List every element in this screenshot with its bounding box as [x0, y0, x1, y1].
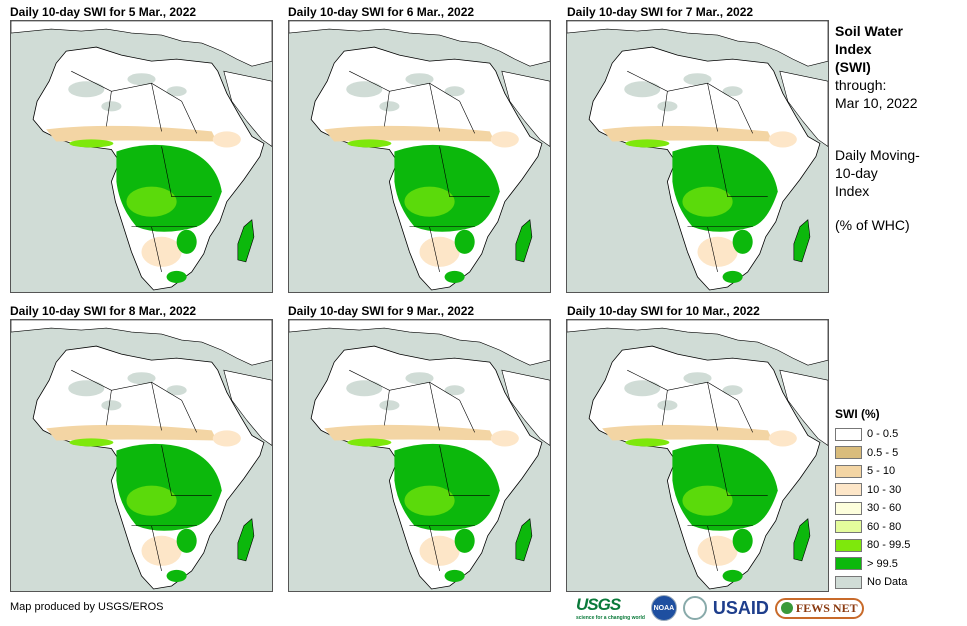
legend-label: 0 - 0.5	[867, 428, 899, 441]
legend-item: 80 - 99.5	[835, 536, 910, 555]
legend-swatch	[835, 501, 862, 515]
desc-3: Index	[835, 183, 870, 199]
side-title-3: (SWI)	[835, 59, 871, 75]
usaid-seal-icon	[682, 596, 707, 620]
legend-swatch	[835, 520, 862, 534]
legend-label: 5 - 10	[867, 465, 896, 478]
panel-title: Daily 10-day SWI for 8 Mar., 2022	[10, 304, 197, 318]
legend-swatch	[835, 446, 862, 460]
desc-1: Daily Moving-	[835, 147, 920, 163]
desc-2: 10-day	[835, 165, 878, 181]
legend-label: 10 - 30	[867, 483, 902, 496]
map-panel-mar-10	[566, 319, 829, 592]
legend-swatch	[835, 427, 862, 441]
legend-label: > 99.5	[867, 557, 898, 570]
credit-text: Map produced by USGS/EROS	[10, 601, 164, 613]
panel-title: Daily 10-day SWI for 7 Mar., 2022	[567, 5, 754, 19]
noaa-logo: NOAA	[650, 595, 677, 621]
legend-label: 60 - 80	[867, 520, 902, 533]
legend-label: 30 - 60	[867, 502, 902, 515]
side-title-2: Index	[835, 41, 872, 57]
legend: SWI (%) 0 - 0.5 0.5 - 5 5 - 10 10 - 30 30 - …	[835, 407, 910, 592]
map-panel-mar-9	[288, 319, 551, 592]
panel-title: Daily 10-day SWI for 9 Mar., 2022	[288, 304, 475, 318]
legend-item: 5 - 10	[835, 462, 910, 481]
through-date: Mar 10, 2022	[835, 95, 918, 111]
africa-map	[567, 320, 828, 590]
legend-swatch	[835, 483, 862, 497]
partner-logos: USGS science for a changing world NOAA U…	[576, 595, 864, 621]
map-description: Soil Water Index (SWI) through: Mar 10, …	[835, 22, 920, 234]
africa-map	[567, 21, 828, 291]
usgs-logo: USGS science for a changing world	[576, 595, 645, 621]
map-panel-mar-8	[10, 319, 273, 592]
africa-map	[289, 21, 550, 291]
legend-swatch	[835, 538, 862, 552]
legend-item: > 99.5	[835, 555, 910, 574]
legend-item: 0 - 0.5	[835, 425, 910, 444]
legend-title: SWI (%)	[835, 407, 880, 421]
legend-item: 30 - 60	[835, 499, 910, 518]
side-title-1: Soil Water	[835, 23, 903, 39]
legend-item: 60 - 80	[835, 518, 910, 537]
africa-map	[11, 21, 272, 291]
unit-label: (% of WHC)	[835, 217, 910, 233]
usaid-logo: USAID	[712, 597, 769, 618]
africa-map	[289, 320, 550, 590]
panel-title: Daily 10-day SWI for 6 Mar., 2022	[288, 5, 475, 19]
legend-label: 0.5 - 5	[867, 446, 899, 459]
panel-title: Daily 10-day SWI for 5 Mar., 2022	[10, 5, 197, 19]
legend-label: 80 - 99.5	[867, 539, 911, 552]
map-panel-mar-7	[566, 20, 829, 293]
panel-title: Daily 10-day SWI for 10 Mar., 2022	[567, 304, 760, 318]
legend-label: No Data	[867, 576, 908, 589]
africa-map	[11, 320, 272, 590]
legend-swatch	[835, 557, 862, 571]
map-panel-mar-6	[288, 20, 551, 293]
legend-item: 0.5 - 5	[835, 444, 910, 463]
legend-item: No Data	[835, 573, 910, 592]
fewsnet-logo: FEWS NET	[774, 597, 864, 619]
through-label: through:	[835, 77, 887, 93]
map-panel-mar-5	[10, 20, 273, 293]
legend-item: 10 - 30	[835, 481, 910, 500]
legend-swatch	[835, 575, 862, 589]
legend-swatch	[835, 464, 862, 478]
